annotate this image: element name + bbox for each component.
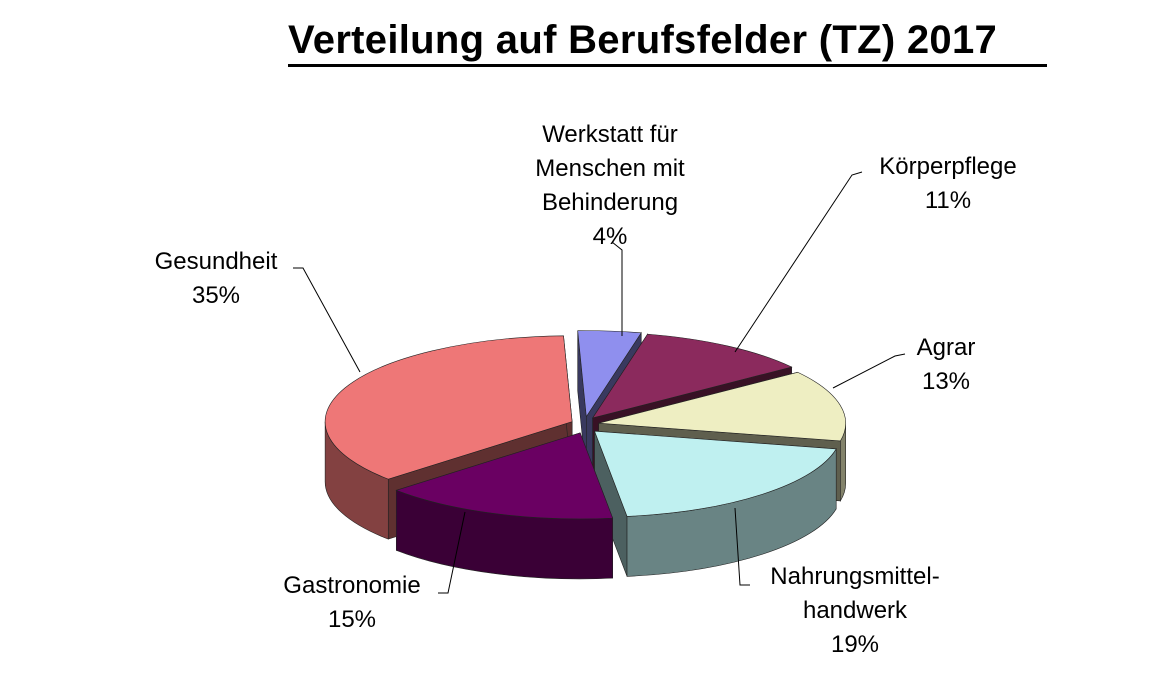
pie-slices <box>324 330 846 580</box>
slice-category-label: Nahrungsmittel- <box>770 563 939 590</box>
slice-category-label: Gastronomie <box>283 572 420 599</box>
slice-category-label: Werkstatt für <box>542 121 678 148</box>
leader-line <box>293 267 361 373</box>
slice-top-face <box>592 333 793 419</box>
slice-category-label: Menschen mit <box>535 155 685 182</box>
slice-value-label: 13% <box>922 368 970 395</box>
slice-value-label: 11% <box>925 187 971 214</box>
leader-line <box>438 511 466 594</box>
slice-value-label: 19% <box>831 631 879 658</box>
slice-category-label: Agrar <box>917 334 976 361</box>
pie-slice <box>395 432 614 580</box>
slice-labels: Werkstatt für Menschen mit Behinderung 4% Kö… <box>155 121 1017 658</box>
chart-title: Verteilung auf Berufsfelder (TZ) 2017 <box>288 18 998 62</box>
leader-line <box>734 507 750 586</box>
leader-line <box>734 171 863 353</box>
pie-slice <box>594 430 837 577</box>
slice-top-face <box>594 430 837 517</box>
slice-top-face <box>395 432 614 520</box>
title-underline <box>288 64 1047 67</box>
slice-category-label: handwerk <box>803 597 908 624</box>
slice-value-label: 4% <box>593 223 628 250</box>
slice-top-face <box>598 371 846 442</box>
slice-top-face <box>577 330 642 418</box>
slice-value-label: 35% <box>192 282 240 309</box>
slice-top-face <box>324 335 573 480</box>
slice-category-label: Körperpflege <box>879 153 1016 180</box>
slice-category-label: Gesundheit <box>155 248 278 275</box>
leader-line <box>611 241 623 336</box>
slice-category-label: Behinderung <box>542 189 678 216</box>
slice-value-label: 15% <box>328 606 376 633</box>
leader-line <box>832 353 906 389</box>
